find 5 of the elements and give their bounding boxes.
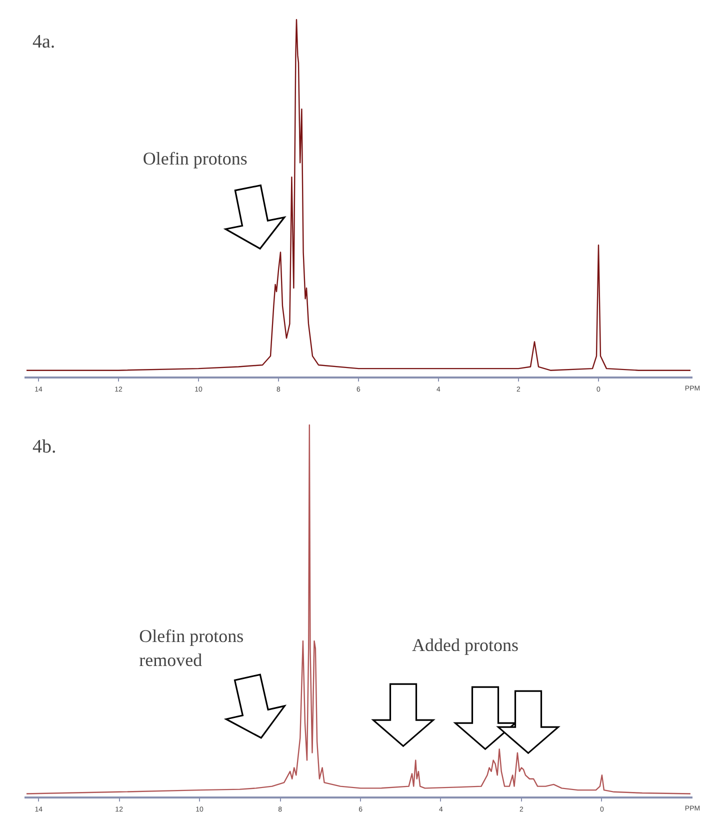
annotation: Olefin protons bbox=[142, 148, 248, 169]
text: 4b. bbox=[32, 436, 56, 458]
text: 4a. bbox=[32, 32, 56, 52]
annotation: Added protons bbox=[412, 635, 519, 656]
annotation: Olefin protons removed bbox=[139, 626, 244, 670]
